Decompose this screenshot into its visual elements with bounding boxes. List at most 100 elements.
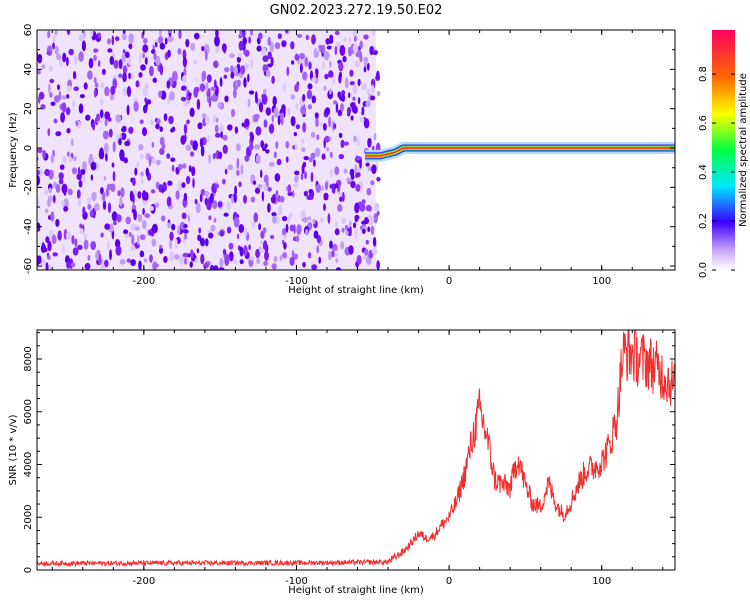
- noise-speck: [367, 214, 373, 220]
- noise-speck: [254, 144, 261, 150]
- noise-speck: [341, 217, 347, 224]
- noise-speck: [94, 82, 99, 88]
- noise-speck: [138, 72, 143, 78]
- noise-speck: [92, 122, 95, 131]
- noise-speck: [338, 153, 344, 160]
- noise-speck: [300, 105, 307, 115]
- noise-speck: [273, 151, 277, 159]
- noise-speck: [183, 223, 188, 229]
- noise-speck: [108, 128, 113, 138]
- noise-speck: [67, 188, 73, 196]
- noise-speck: [206, 199, 212, 211]
- noise-speck: [255, 126, 262, 136]
- noise-speck: [220, 131, 223, 139]
- noise-speck: [335, 258, 339, 264]
- noise-speck: [117, 190, 121, 197]
- noise-speck: [376, 210, 380, 216]
- noise-speck: [363, 60, 367, 68]
- noise-speck: [177, 225, 181, 236]
- noise-speck: [174, 253, 180, 260]
- noise-speck: [153, 52, 157, 61]
- noise-speck: [231, 108, 235, 118]
- noise-speck: [247, 98, 251, 108]
- noise-speck: [267, 36, 271, 47]
- noise-speck: [361, 220, 367, 225]
- noise-speck: [361, 199, 366, 205]
- noise-speck: [306, 195, 313, 201]
- bottom-y-axis-label: SNR (10 * v/v): [8, 414, 19, 485]
- noise-speck: [46, 51, 52, 56]
- noise-speck: [199, 193, 203, 203]
- noise-speck: [365, 239, 369, 245]
- noise-speck: [66, 30, 71, 35]
- noise-speck: [178, 30, 182, 40]
- noise-speck: [143, 258, 148, 263]
- noise-speck: [237, 52, 243, 58]
- noise-speck: [329, 60, 332, 68]
- noise-speck: [243, 194, 247, 204]
- noise-speck: [238, 224, 245, 233]
- noise-speck: [349, 69, 354, 77]
- noise-speck: [274, 173, 281, 182]
- noise-speck: [293, 132, 297, 137]
- noise-speck: [209, 193, 214, 203]
- noise-speck: [190, 151, 195, 157]
- noise-speck: [158, 90, 163, 98]
- noise-speck: [119, 259, 126, 265]
- noise-speck: [97, 60, 101, 67]
- noise-speck: [304, 171, 307, 180]
- noise-speck: [299, 63, 303, 74]
- noise-speck: [321, 153, 326, 160]
- noise-speck: [323, 51, 330, 61]
- noise-speck: [354, 164, 358, 173]
- noise-speck: [334, 30, 340, 36]
- noise-speck: [291, 250, 295, 258]
- noise-speck: [87, 70, 93, 80]
- noise-speck: [126, 86, 132, 97]
- noise-speck: [258, 223, 262, 231]
- noise-speck: [52, 42, 55, 50]
- noise-speck: [258, 32, 263, 40]
- noise-speck: [307, 252, 312, 259]
- noise-speck: [335, 102, 339, 113]
- noise-speck: [194, 32, 200, 40]
- noise-speck: [169, 91, 175, 101]
- noise-speck: [41, 64, 46, 69]
- noise-speck: [138, 260, 142, 270]
- noise-speck: [130, 245, 136, 252]
- noise-speck: [197, 122, 203, 130]
- noise-speck: [222, 134, 228, 141]
- noise-speck: [205, 238, 209, 247]
- noise-speck: [212, 265, 219, 270]
- noise-speck: [233, 258, 238, 265]
- noise-speck: [112, 221, 117, 226]
- noise-speck: [59, 178, 64, 185]
- noise-speck: [50, 211, 55, 222]
- noise-speck: [233, 216, 240, 228]
- noise-speck: [367, 138, 372, 144]
- noise-speck: [219, 77, 223, 87]
- noise-speck: [370, 180, 375, 186]
- noise-speck: [281, 228, 287, 236]
- noise-speck: [192, 140, 199, 151]
- noise-speck: [185, 144, 192, 151]
- noise-speck: [366, 187, 372, 196]
- bottom-y-tick-label: 0: [23, 567, 34, 573]
- noise-speck: [341, 93, 346, 103]
- noise-speck: [208, 215, 212, 221]
- noise-speck: [353, 135, 357, 143]
- noise-speck: [350, 180, 356, 189]
- noise-speck: [262, 240, 268, 252]
- noise-speck: [167, 30, 172, 34]
- noise-speck: [159, 42, 166, 50]
- noise-speck: [93, 77, 97, 84]
- noise-speck: [204, 191, 210, 196]
- noise-speck: [374, 202, 380, 212]
- noise-speck: [354, 228, 358, 240]
- colorbar: 0.0 0.2 0.4 0.6 0.8 Normalized spectral ampl…: [698, 30, 749, 278]
- noise-speck: [219, 230, 225, 237]
- noise-speck: [228, 242, 234, 250]
- noise-speck: [59, 57, 63, 67]
- noise-speck: [149, 65, 154, 77]
- noise-speck: [199, 137, 204, 148]
